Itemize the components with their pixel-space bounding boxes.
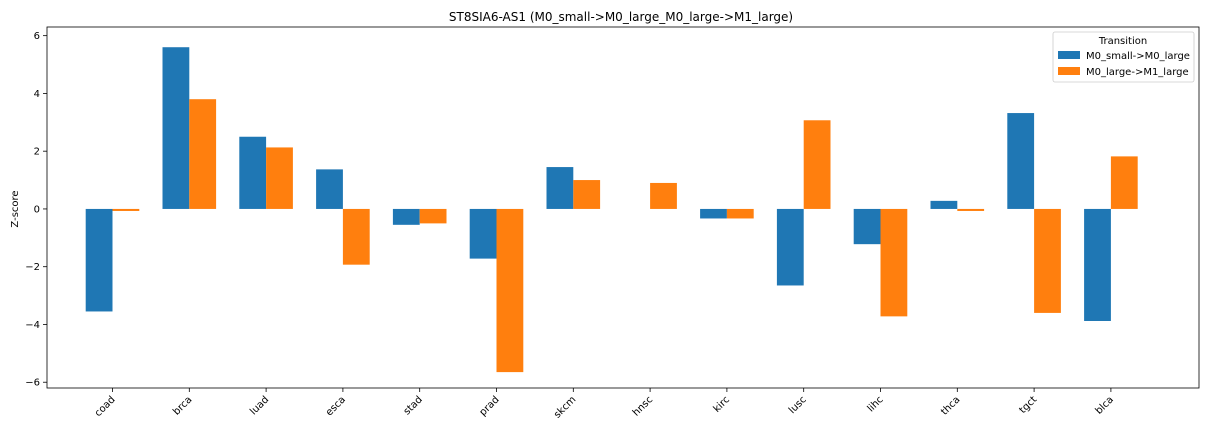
bar-0-kirc bbox=[700, 208, 727, 219]
y-tick-label: −4 bbox=[25, 320, 40, 331]
bar-0-thca bbox=[930, 200, 958, 209]
x-tick-label-hnsc: hnsc bbox=[631, 394, 655, 418]
legend-swatch-0 bbox=[1058, 51, 1080, 59]
bar-0-lusc bbox=[776, 208, 804, 286]
bar-1-tgct bbox=[1034, 208, 1061, 313]
y-tick-label: 0 bbox=[34, 204, 40, 215]
plot-frame bbox=[46, 26, 1200, 389]
x-tick-label-skcm: skcm bbox=[552, 394, 578, 420]
chart-title: ST8SIA6-AS1 (M0_small->M0_large_M0_large… bbox=[449, 10, 793, 24]
bar-1-hnsc bbox=[650, 182, 677, 209]
bar-1-luad bbox=[266, 147, 293, 209]
x-tick-label-lusc: lusc bbox=[787, 394, 809, 416]
bar-0-stad bbox=[392, 208, 420, 225]
bar-1-stad bbox=[419, 208, 447, 224]
y-axis-label: Z-score bbox=[10, 190, 21, 227]
x-tick-label-kirc: kirc bbox=[712, 394, 732, 414]
legend: Transition M0_small->M0_large M0_large->… bbox=[1052, 31, 1195, 83]
legend-label-0: M0_small->M0_large bbox=[1086, 51, 1190, 62]
bar-1-prad bbox=[496, 208, 524, 373]
bar-1-kirc bbox=[726, 208, 754, 219]
bar-0-lihc bbox=[853, 208, 881, 245]
x-tick-label-brca: brca bbox=[171, 394, 194, 417]
bars-layer bbox=[85, 47, 1138, 373]
bar-0-skcm bbox=[546, 167, 574, 209]
y-tick-label: 2 bbox=[34, 147, 40, 158]
bar-1-coad bbox=[112, 208, 140, 211]
bar-0-esca bbox=[316, 169, 343, 209]
bar-0-brca bbox=[162, 47, 190, 209]
x-tick-label-stad: stad bbox=[402, 394, 425, 417]
x-tick-label-luad: luad bbox=[248, 394, 271, 417]
bar-1-thca bbox=[957, 208, 985, 211]
y-tick-label: 4 bbox=[34, 89, 40, 100]
x-tick-label-esca: esca bbox=[324, 394, 348, 418]
y-tick-label: 6 bbox=[34, 31, 40, 42]
bar-0-blca bbox=[1084, 208, 1111, 321]
y-tick-label: −2 bbox=[25, 262, 40, 273]
bar-0-tgct bbox=[1007, 113, 1035, 209]
x-tick-label-tgct: tgct bbox=[1018, 394, 1040, 416]
bar-1-brca bbox=[189, 99, 217, 209]
x-tick-label-thca: thca bbox=[939, 394, 962, 417]
legend-swatch-1 bbox=[1058, 67, 1080, 75]
x-ticks: coad brca luad esca stad prad skcm hnsc kirc lusc… bbox=[93, 388, 1116, 421]
x-tick-label-prad: prad bbox=[478, 394, 502, 418]
x-tick-label-coad: coad bbox=[93, 394, 118, 419]
legend-title: Transition bbox=[1098, 36, 1147, 47]
y-tick-label: −6 bbox=[25, 378, 40, 389]
bar-0-prad bbox=[469, 208, 497, 259]
bar-1-lihc bbox=[880, 208, 908, 317]
y-ticks: −6 −4 −2 0 2 4 6 bbox=[25, 31, 47, 389]
bar-1-skcm bbox=[573, 180, 601, 209]
bar-1-lusc bbox=[803, 120, 831, 209]
bar-1-blca bbox=[1110, 156, 1138, 209]
bar-0-coad bbox=[85, 208, 113, 312]
legend-label-1: M0_large->M1_large bbox=[1086, 67, 1189, 78]
x-tick-label-lihc: lihc bbox=[866, 394, 886, 414]
x-tick-label-blca: blca bbox=[1094, 394, 1116, 416]
bar-0-luad bbox=[239, 136, 267, 209]
bar-1-esca bbox=[342, 208, 370, 265]
legend-box bbox=[1052, 31, 1195, 83]
